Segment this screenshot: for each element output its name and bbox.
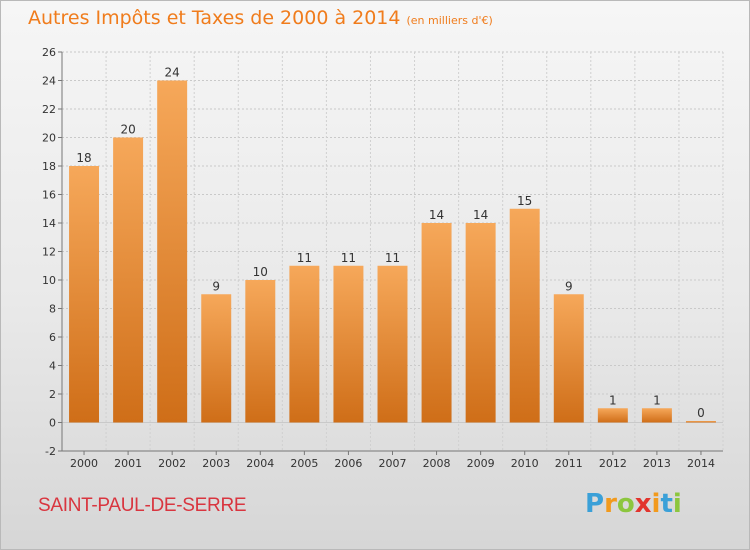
bar bbox=[597, 408, 628, 423]
bar-value-label: 10 bbox=[253, 265, 268, 279]
x-tick-label: 2003 bbox=[202, 457, 230, 470]
x-tick-label: 2011 bbox=[555, 457, 583, 470]
bar-value-label: 1 bbox=[609, 393, 617, 407]
bar bbox=[421, 223, 452, 423]
x-tick-label: 2008 bbox=[423, 457, 451, 470]
bar-value-label: 18 bbox=[76, 151, 91, 165]
chart-subtitle: (en milliers d'€) bbox=[406, 14, 493, 27]
y-tick-label: 24 bbox=[42, 75, 56, 88]
bar bbox=[333, 265, 364, 423]
commune-name: SAINT-PAUL-DE-SERRE bbox=[38, 495, 247, 516]
bar bbox=[245, 280, 276, 423]
x-tick-label: 2004 bbox=[246, 457, 274, 470]
bar-value-label: 9 bbox=[212, 279, 220, 293]
bar bbox=[157, 80, 188, 423]
bar-value-label: 15 bbox=[517, 194, 532, 208]
y-tick-label: 6 bbox=[49, 331, 56, 344]
y-tick-label: 12 bbox=[42, 246, 56, 259]
bar-value-label: 14 bbox=[429, 208, 444, 222]
x-tick-label: 2010 bbox=[511, 457, 539, 470]
x-tick-label: 2001 bbox=[114, 457, 142, 470]
y-tick-label: 22 bbox=[42, 103, 56, 116]
bar-value-label: 11 bbox=[385, 251, 400, 265]
y-tick-label: 18 bbox=[42, 160, 56, 173]
bar bbox=[113, 137, 144, 423]
bar-value-label: 20 bbox=[120, 123, 135, 137]
proxiti-logo: Proxiti bbox=[585, 489, 682, 519]
bar bbox=[465, 223, 496, 423]
y-tick-label: 10 bbox=[42, 274, 56, 287]
bar-value-label: 11 bbox=[297, 251, 312, 265]
logo-letter: r bbox=[604, 489, 617, 519]
x-tick-label: 2014 bbox=[687, 457, 715, 470]
logo-letter: x bbox=[634, 489, 652, 519]
bar bbox=[553, 294, 584, 423]
bar-value-label: 1 bbox=[653, 393, 661, 407]
y-tick-label: 8 bbox=[49, 303, 56, 316]
x-tick-label: 2013 bbox=[643, 457, 671, 470]
y-tick-label: 20 bbox=[42, 132, 56, 145]
bar-value-label: 9 bbox=[565, 279, 573, 293]
bar bbox=[509, 208, 540, 423]
bar bbox=[289, 265, 320, 423]
title-row: Autres Impôts et Taxes de 2000 à 2014 (en… bbox=[28, 7, 493, 29]
y-tick-label: 26 bbox=[42, 46, 56, 59]
logo-letter: P bbox=[585, 489, 605, 519]
logo-letter: t bbox=[660, 489, 673, 519]
x-tick-label: 2005 bbox=[290, 457, 318, 470]
x-tick-label: 2002 bbox=[158, 457, 186, 470]
y-tick-label: 2 bbox=[49, 388, 56, 401]
x-tick-label: 2006 bbox=[334, 457, 362, 470]
y-tick-label: 0 bbox=[49, 417, 56, 430]
bar bbox=[377, 265, 408, 423]
bar bbox=[69, 166, 100, 423]
chart-title: Autres Impôts et Taxes de 2000 à 2014 bbox=[28, 7, 401, 29]
x-tick-label: 2007 bbox=[379, 457, 407, 470]
bar-value-label: 14 bbox=[473, 208, 488, 222]
y-tick-label: 16 bbox=[42, 189, 56, 202]
bar-value-label: 0 bbox=[697, 406, 705, 420]
y-tick-label: 4 bbox=[49, 360, 56, 373]
y-tick-label: 14 bbox=[42, 217, 56, 230]
bar bbox=[641, 408, 672, 423]
x-tick-label: 2000 bbox=[70, 457, 98, 470]
bar bbox=[685, 421, 716, 423]
x-tick-label: 2009 bbox=[467, 457, 495, 470]
logo-letter: i bbox=[651, 489, 661, 519]
logo-letter: o bbox=[616, 489, 635, 519]
bars bbox=[69, 80, 716, 423]
logo-letter: i bbox=[672, 489, 682, 519]
bar-value-label: 24 bbox=[165, 66, 180, 80]
bar-value-label: 11 bbox=[341, 251, 356, 265]
bar bbox=[201, 294, 232, 423]
x-tick-label: 2012 bbox=[599, 457, 627, 470]
y-tick-label: -2 bbox=[45, 445, 56, 458]
